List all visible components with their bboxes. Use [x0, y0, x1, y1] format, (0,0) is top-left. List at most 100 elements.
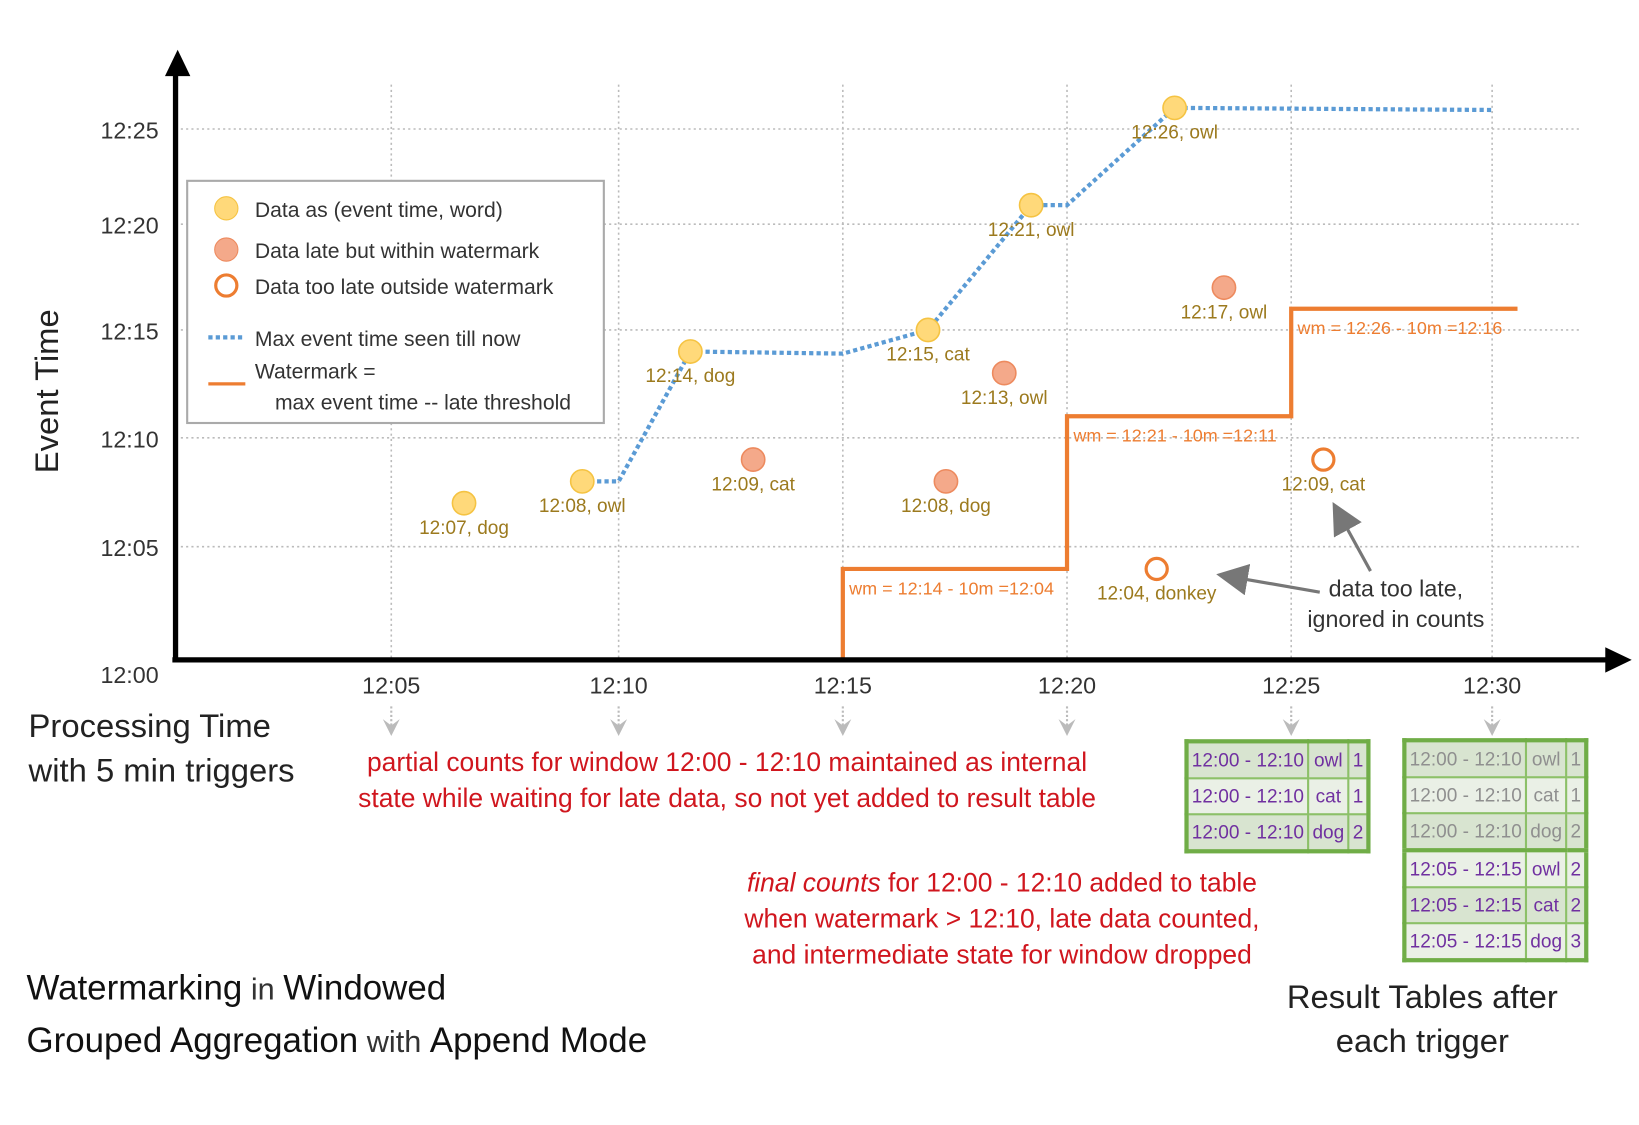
y-tick-label: 12:05: [100, 535, 158, 561]
data-point-late-within: [991, 360, 1017, 386]
legend-on-time-icon: [214, 196, 239, 221]
data-point-label: 12:09, cat: [1282, 474, 1366, 495]
x-tick-label: 12:05: [362, 673, 420, 699]
caption-1: Result Tables after: [1286, 978, 1558, 1016]
count-cell: 2: [1565, 848, 1588, 889]
data-point-label: 12:08, dog: [901, 496, 991, 517]
caption-2: each trigger: [1335, 1022, 1509, 1060]
y-axis-label: Event Time: [28, 309, 65, 473]
x-tick-label: 12:15: [814, 673, 872, 699]
y-tick-label: 12:10: [100, 426, 158, 452]
data-point-on-time: [915, 317, 941, 343]
trigger-arrow-icon: [1282, 719, 1300, 737]
y-tick-label: 12:25: [100, 118, 158, 144]
final-note-2: when watermark > 12:10, late data counte…: [744, 904, 1260, 934]
legend-late: Data late but within watermark: [255, 240, 540, 263]
result-tables-caption: Result Tables after each trigger: [1264, 975, 1581, 1064]
count-cell: 1: [1565, 776, 1588, 815]
legend: Data as (event time, word) Data late but…: [186, 179, 605, 425]
watermark-label: wm = 12:26 - 10m =12:16: [1297, 318, 1503, 338]
final-counts-note: final counts for 12:00 - 12:10 added to …: [719, 865, 1285, 973]
data-point-label: 12:08, owl: [539, 496, 626, 517]
x-axis-arrow-icon: [1605, 647, 1632, 673]
partial-counts-note: partial counts for window 12:00 - 12:10 …: [338, 744, 1115, 816]
y-tick-label: 12:20: [100, 213, 158, 239]
data-point-label: 12:09, cat: [711, 474, 795, 495]
legend-on-time: Data as (event time, word): [255, 199, 503, 222]
table-row: 12:00 - 12:10 dog 2: [1403, 812, 1588, 852]
final-note-3: and intermediate state for window droppe…: [752, 940, 1252, 970]
legend-too-late: Data too late outside watermark: [255, 276, 554, 299]
count-cell: 2: [1347, 813, 1370, 853]
data-point-label: 12:26, owl: [1131, 123, 1218, 144]
data-point-label: 12:21, owl: [988, 220, 1075, 241]
table-row: 12:00 - 12:10 dog 2: [1185, 813, 1370, 853]
data-point-on-time: [451, 490, 477, 516]
arrow-cat-icon: [1332, 502, 1372, 572]
trigger-arrow-icon: [382, 719, 400, 737]
data-point-label: 12:13, owl: [961, 388, 1048, 409]
title-part: Grouped Aggregation: [26, 1020, 359, 1060]
legend-late-icon: [214, 237, 239, 262]
window-cell: 12:05 - 12:15: [1403, 886, 1528, 925]
arrow-donkey-icon: [1216, 564, 1321, 596]
table-row: 12:00 - 12:10 owl 1: [1403, 739, 1588, 779]
window-cell: 12:00 - 12:10: [1185, 777, 1310, 816]
table-row: 12:05 - 12:15 cat 2: [1403, 886, 1588, 925]
legend-watermark-2: max event time -- late threshold: [275, 391, 571, 414]
word-cell: dog: [1307, 813, 1350, 853]
x-tick-label: 12:30: [1463, 673, 1521, 699]
table-row: 12:00 - 12:10 owl 1: [1185, 740, 1370, 780]
word-cell: dog: [1525, 922, 1568, 962]
table-row: 12:05 - 12:15 owl 2: [1403, 848, 1588, 889]
trigger-arrow-icon: [610, 719, 628, 737]
word-cell: cat: [1525, 776, 1568, 815]
trigger-arrow-icon: [834, 719, 852, 737]
count-cell: 3: [1565, 922, 1588, 962]
legend-max: Max event time seen till now: [255, 328, 521, 351]
title-part: with: [358, 1025, 430, 1060]
count-cell: 1: [1347, 777, 1370, 816]
too-late-note-1: data too late,: [1329, 575, 1463, 601]
data-point-late-within: [933, 468, 959, 494]
final-note-1: for 12:00 - 12:10 added to table: [880, 868, 1257, 898]
count-cell: 2: [1565, 812, 1588, 852]
window-cell: 12:00 - 12:10: [1185, 813, 1310, 853]
x-axis-label-1: Processing Time: [28, 707, 271, 745]
window-cell: 12:00 - 12:10: [1403, 812, 1528, 852]
page-title: Watermarking in Windowed Grouped Aggrega…: [26, 962, 647, 1068]
max-event-time-line: [582, 105, 1493, 484]
count-cell: 1: [1565, 739, 1588, 779]
data-point-too-late: [1311, 447, 1336, 472]
title-part: Append Mode: [429, 1020, 648, 1060]
x-tick-label: 12:10: [590, 673, 648, 699]
table-row: 12:00 - 12:10 cat 1: [1185, 777, 1370, 816]
watermark-label: wm = 12:21 - 10m =12:11: [1072, 426, 1276, 446]
watermark-label: wm = 12:14 - 10m =12:04: [848, 578, 1054, 598]
partial-note-2: state while waiting for late data, so no…: [358, 783, 1096, 814]
y-tick-label: 12:00: [100, 662, 158, 688]
too-late-note-2: ignored in counts: [1307, 606, 1484, 632]
count-cell: 1: [1347, 740, 1370, 780]
title-part: in: [242, 972, 284, 1007]
window-cell: 12:00 - 12:10: [1403, 739, 1528, 779]
word-cell: owl: [1525, 739, 1568, 779]
title-part: Windowed: [283, 967, 447, 1007]
legend-too-late-icon: [214, 273, 239, 298]
data-point-late-within: [1211, 275, 1237, 301]
watermark-line: [840, 306, 1518, 658]
window-cell: 12:00 - 12:10: [1403, 776, 1528, 815]
data-point-label: 12:14, dog: [645, 366, 735, 387]
partial-note-1: partial counts for window 12:00 - 12:10 …: [366, 747, 1088, 778]
final-em: final counts: [746, 868, 881, 898]
window-cell: 12:05 - 12:15: [1403, 848, 1528, 889]
table-row: 12:00 - 12:10 cat 1: [1403, 776, 1588, 815]
y-tick-label: 12:15: [100, 318, 158, 344]
result-table-1225: 12:00 - 12:10 owl 1 12:00 - 12:10 cat 1 12:00 …: [1184, 739, 1371, 854]
word-cell: cat: [1525, 886, 1568, 925]
trigger-arrow-icon: [1483, 719, 1501, 737]
data-point-too-late: [1144, 556, 1169, 582]
x-tick-label: 12:25: [1262, 673, 1320, 699]
